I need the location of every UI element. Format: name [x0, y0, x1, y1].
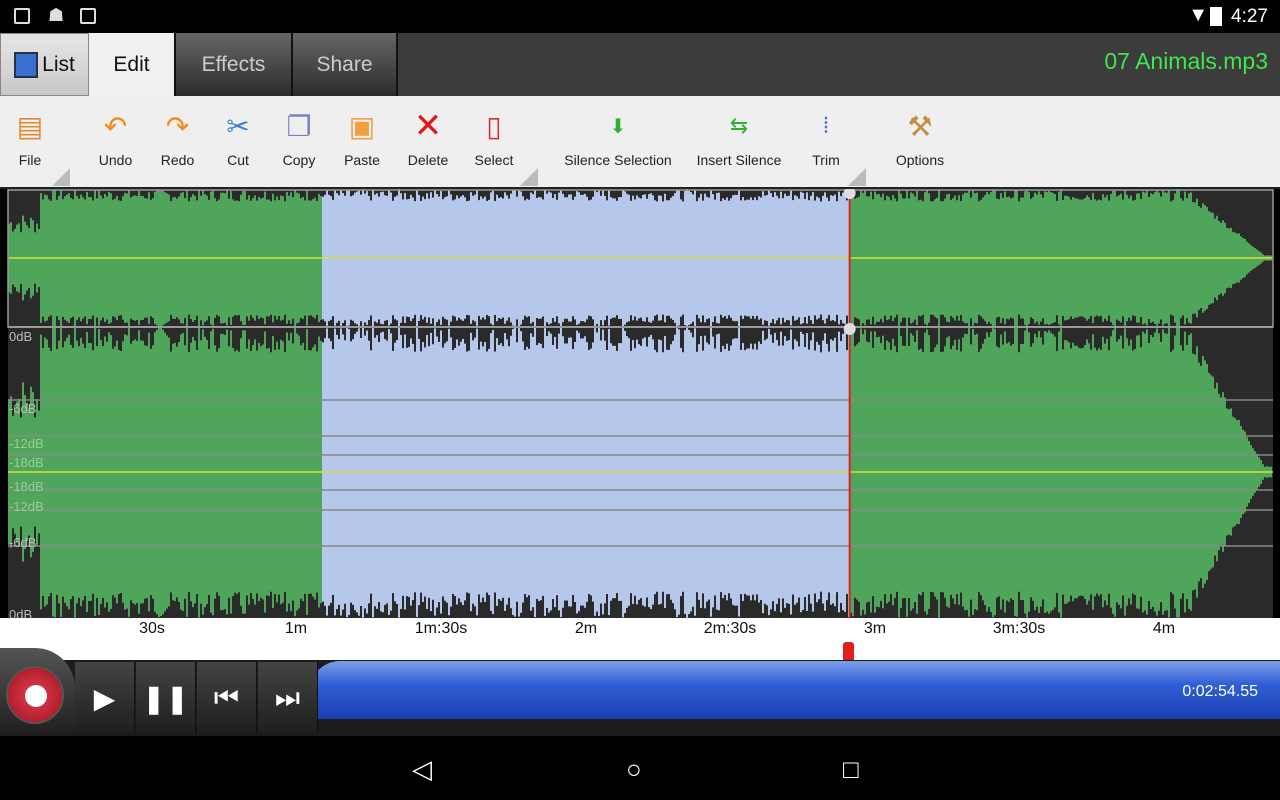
file-menu-corner[interactable] [52, 168, 70, 186]
db-label: -12dB [9, 436, 44, 451]
transport-bar: 0:02:54.55 ▶ ❚❚ ⏮ ⏭ [0, 648, 1280, 736]
redo-icon: ↷ [165, 110, 190, 142]
status-bar: ☗ ▼ 4:27 [0, 0, 1280, 33]
trim-menu-corner[interactable] [848, 168, 866, 186]
tool-label: Options [895, 152, 945, 168]
tool-label: Trim [812, 152, 840, 168]
options-icon: ⚒ [907, 110, 933, 142]
db-label: -12dB [9, 499, 44, 514]
tab-bar: List Edit Effects Share 07 Animals.mp3 [0, 33, 1280, 96]
tab-effects[interactable]: Effects [176, 33, 293, 96]
tool-label: File [18, 152, 42, 168]
db-label: -6dB [9, 401, 37, 416]
tab-list[interactable]: List [0, 33, 89, 96]
tool-label: Silence Selection [564, 152, 672, 168]
clipboard-check-icon [80, 8, 96, 24]
time-label: 1m:30s [414, 620, 468, 637]
play-button[interactable]: ▶ [75, 662, 135, 734]
db-label: -18dB [9, 455, 44, 470]
tab-label: List [42, 52, 75, 76]
tab-label: Share [316, 52, 373, 76]
play-icon: ▶ [93, 682, 116, 714]
android-icon: ☗ [48, 5, 65, 25]
tool-label: Undo [98, 152, 133, 168]
pause-icon: ❚❚ [142, 682, 189, 714]
silence-icon: ⬇ [609, 115, 627, 138]
time-label: 2m:30s [703, 620, 757, 637]
position-bar: 0:02:54.55 [310, 661, 1280, 719]
time-label: 1m [284, 620, 308, 637]
waveform-editor[interactable]: 0dB -6dB -12dB -18dB -18dB -12dB -6dB 0d… [0, 187, 1280, 622]
silence-selection-button[interactable]: ⬇ Silence Selection [563, 96, 673, 186]
tool-label: Redo [160, 152, 195, 168]
undo-icon: ↶ [103, 110, 128, 142]
record-button[interactable] [0, 648, 75, 736]
selection-handle [843, 323, 856, 335]
tool-label: Select [474, 152, 514, 168]
pause-button[interactable]: ❚❚ [136, 662, 196, 734]
skip-start-icon: ⏮ [213, 681, 240, 713]
time-label: 3m [863, 620, 887, 637]
list-icon [14, 51, 39, 78]
tool-label: Paste [344, 152, 380, 168]
options-button[interactable]: ⚒ Options [890, 96, 950, 186]
insert-silence-button[interactable]: ⇆ Insert Silence [694, 96, 784, 186]
paste-button[interactable]: ▣ Paste [340, 96, 384, 186]
db-label: 0dB [9, 329, 33, 344]
playback-time: 0:02:54.55 [1182, 683, 1258, 700]
db-label: -6dB [9, 535, 37, 550]
wifi-icon: ▼ [1188, 4, 1208, 26]
redo-button[interactable]: ↷ Redo [155, 96, 200, 186]
navigation-bar: ◁ ○ □ [0, 736, 1280, 800]
db-label: -18dB [9, 479, 44, 494]
cut-button[interactable]: ✂ Cut [216, 96, 260, 186]
paste-icon: ▣ [348, 110, 376, 142]
skip-end-icon: ⏭ [274, 681, 301, 713]
skip-start-button[interactable]: ⏮ [197, 662, 257, 734]
tab-label: Edit [113, 52, 150, 76]
select-icon: ▯ [486, 110, 502, 142]
time-label: 30s [139, 620, 165, 637]
battery-charging-icon [1210, 7, 1222, 26]
undo-button[interactable]: ↶ Undo [93, 96, 138, 186]
record-icon [6, 666, 64, 724]
select-menu-corner[interactable] [520, 168, 538, 186]
file-button[interactable]: ▤ File [8, 96, 52, 186]
home-button[interactable]: ○ [626, 754, 642, 784]
tool-label: Delete [407, 152, 449, 168]
file-icon: ▤ [16, 110, 44, 142]
tab-edit[interactable]: Edit [89, 33, 176, 96]
image-icon [14, 8, 30, 24]
insert-silence-icon: ⇆ [729, 113, 749, 138]
scissors-icon: ✂ [226, 110, 250, 142]
time-label: 3m:30s [992, 620, 1046, 637]
clock: 4:27 [1231, 6, 1268, 27]
trim-icon: ⦙ [823, 113, 829, 138]
channel-frame [7, 189, 1274, 328]
select-button[interactable]: ▯ Select [472, 96, 516, 186]
tab-share[interactable]: Share [293, 33, 398, 96]
skip-end-button[interactable]: ⏭ [258, 662, 318, 734]
tool-label: Insert Silence [696, 152, 782, 168]
timeline-ruler[interactable]: 30s 1m 1m:30s 2m 2m:30s 3m 3m:30s 4m [0, 618, 1280, 662]
trim-button[interactable]: ⦙ Trim [806, 96, 846, 186]
copy-button[interactable]: ❐ Copy [277, 96, 321, 186]
playhead-handle[interactable] [843, 642, 854, 662]
file-name: 07 Animals.mp3 [1104, 48, 1268, 74]
recents-button[interactable]: □ [843, 754, 859, 784]
selection-handle [843, 187, 856, 199]
tab-label: Effects [201, 52, 266, 76]
tool-label: Copy [282, 152, 316, 168]
back-button[interactable]: ◁ [412, 754, 432, 784]
toolbar: ▤ File ↶ Undo ↷ Redo ✂ Cut ❐ Copy ▣ Paste ✕ Del… [0, 96, 1280, 189]
tool-label: Cut [227, 152, 249, 168]
delete-x-icon: ✕ [413, 107, 443, 145]
delete-button[interactable]: ✕ Delete [406, 96, 450, 186]
time-label: 2m [574, 620, 598, 637]
copy-icon: ❐ [286, 110, 312, 142]
time-label: 4m [1152, 620, 1176, 637]
waveform-svg[interactable] [0, 187, 1280, 618]
